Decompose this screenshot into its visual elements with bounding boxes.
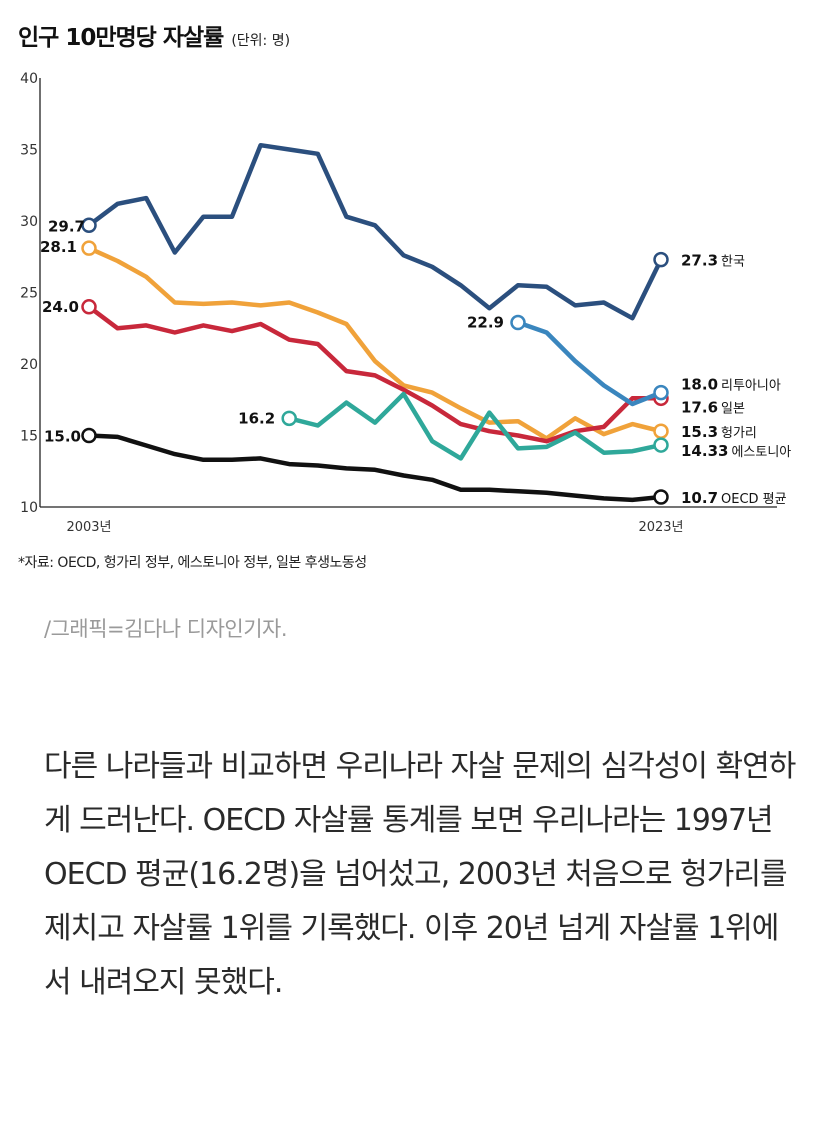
chart-unit: (단위: 명)	[231, 33, 291, 49]
series-end-value: 15.3	[681, 423, 718, 441]
series-start-label: 15.0	[44, 428, 81, 446]
chart-header: 인구 10만명당 자살률 (단위: 명)	[18, 18, 290, 58]
series-end-label-group: 10.7 OECD 평균	[681, 489, 787, 507]
series-start-label: 29.7	[48, 217, 85, 235]
series-start-marker	[81, 240, 97, 256]
chart-title: 인구 10만명당 자살률	[18, 25, 224, 51]
series-end-marker	[653, 384, 669, 401]
y-tick-label: 30	[20, 214, 38, 230]
series-start-label: 16.2	[238, 409, 275, 427]
series-end-label-group: 18.0 리투아니아	[681, 376, 781, 394]
series-start-marker	[510, 314, 526, 331]
series-line	[86, 304, 664, 444]
y-tick-label: 15	[20, 429, 38, 445]
series-name-label: 에스토니아	[731, 445, 791, 460]
series-line	[286, 391, 664, 461]
y-tick-label: 35	[20, 143, 38, 159]
series-end-marker	[653, 251, 669, 268]
source-note: *자료: OECD, 헝가리 정부, 에스토니아 정부, 일본 후생노동성	[18, 555, 367, 571]
graphic-credit: /그래픽=김다나 디자인기자.	[44, 617, 288, 641]
series-end-label-group: 27.3 한국	[681, 252, 745, 270]
series-start-marker	[81, 427, 97, 444]
series-end-label-group: 15.3 헝가리	[681, 423, 757, 441]
series-name-label: 리투아니아	[721, 379, 781, 394]
series-line	[86, 142, 664, 321]
x-tick-label: 2003년	[66, 520, 111, 535]
series-end-marker	[653, 437, 669, 453]
series-start-label: 24.0	[42, 298, 79, 316]
series-end-marker	[653, 489, 669, 505]
series-end-label-group: 17.6 일본	[681, 398, 745, 416]
series-end-value: 27.3	[681, 252, 718, 270]
series-name-label: 한국	[721, 255, 745, 270]
series-start-marker	[281, 410, 297, 427]
series-start-label: 28.1	[40, 238, 77, 256]
series-end-value: 10.7	[681, 489, 718, 507]
series-end-label-group: 14.33 에스토니아	[681, 442, 791, 460]
y-tick-label: 40	[20, 71, 38, 87]
series-start-marker	[81, 217, 97, 234]
article-paragraph: 다른 나라들과 비교하면 우리나라 자살 문제의 심각성이 확연하게 드러난다.…	[44, 749, 796, 1000]
y-tick-label: 10	[20, 500, 38, 516]
series-line	[515, 320, 664, 407]
series-end-marker	[653, 423, 669, 439]
series-line	[86, 245, 664, 441]
series-name-label: OECD 평균	[721, 492, 787, 507]
series-start-label: 22.9	[467, 314, 504, 332]
x-tick-label: 2023년	[638, 520, 683, 535]
series-start-marker	[81, 299, 97, 315]
series-end-value: 17.6	[681, 398, 718, 416]
series-end-value: 18.0	[681, 376, 718, 394]
series-end-value: 14.33	[681, 442, 728, 460]
series-line	[86, 433, 664, 503]
line-chart: 10 15 20 25 30 35 40 2003년 2023년 29.7 27.3 한국 28.1 15…	[20, 71, 791, 535]
y-tick-label: 25	[20, 286, 38, 302]
article-body: 다른 나라들과 비교하면 우리나라 자살 문제의 심각성이 확연하게 드러난다.…	[44, 740, 804, 1010]
series-name-label: 일본	[721, 401, 745, 416]
series-name-label: 헝가리	[721, 426, 757, 441]
y-tick-label: 20	[20, 357, 38, 373]
